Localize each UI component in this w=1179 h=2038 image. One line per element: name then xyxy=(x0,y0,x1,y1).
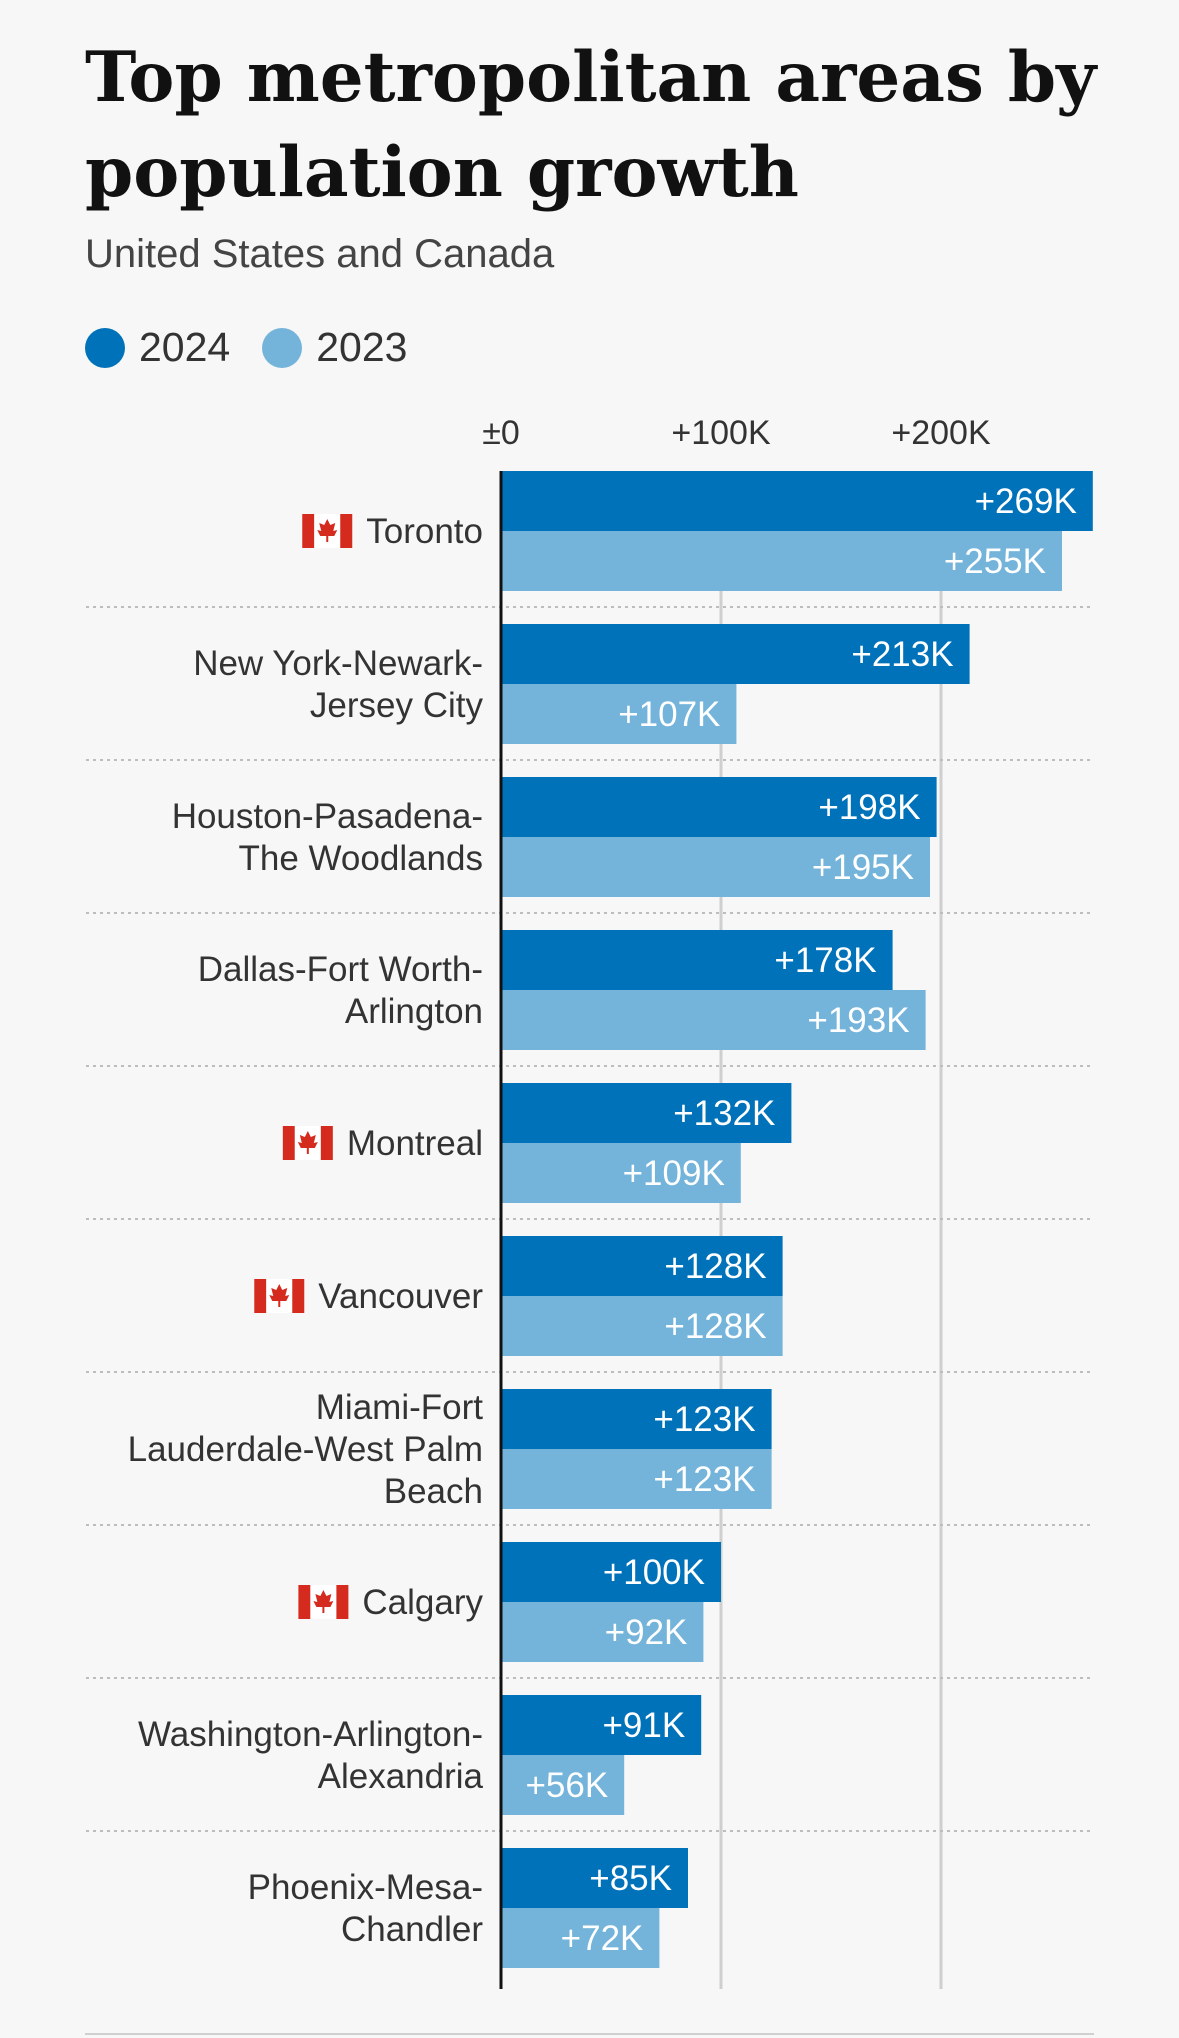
category-label: Chandler xyxy=(341,1910,483,1949)
bar-2023 xyxy=(501,990,926,1050)
bar-value-label: +128K xyxy=(664,1247,766,1286)
legend-swatch-2024 xyxy=(85,327,125,368)
category-label: Toronto xyxy=(366,512,483,551)
bar-2024 xyxy=(501,1695,702,1755)
bar-value-label: +56K xyxy=(525,1766,608,1805)
category-label: Jersey City xyxy=(310,686,484,725)
bar-2024 xyxy=(501,930,893,990)
bar-value-label: +213K xyxy=(851,635,953,674)
bar-value-label: +109K xyxy=(623,1154,725,1193)
bar-2023 xyxy=(501,531,1062,591)
bar-2023 xyxy=(501,1296,783,1356)
bar-2024 xyxy=(501,1236,783,1296)
bar-2024 xyxy=(501,1848,688,1908)
bar-2023 xyxy=(501,837,930,897)
category-label: Houston-Pasadena- xyxy=(172,797,483,836)
category-label: Phoenix-Mesa- xyxy=(248,1868,483,1907)
bar-2023 xyxy=(501,684,737,744)
bar-value-label: +72K xyxy=(561,1919,644,1958)
bar-2024 xyxy=(501,471,1093,531)
x-tick-label: +200K xyxy=(891,414,991,452)
bar-2023 xyxy=(501,1755,625,1815)
canada-flag-icon xyxy=(298,1585,349,1619)
bar-value-label: +92K xyxy=(605,1613,688,1652)
chart-title: Top metropolitan areas by population gro… xyxy=(85,37,1097,213)
category-label: Alexandria xyxy=(318,1757,484,1796)
bar-value-label: +85K xyxy=(589,1859,672,1898)
bar-2024 xyxy=(501,1542,721,1602)
bar-2024 xyxy=(501,777,937,837)
x-tick-label: ±0 xyxy=(482,414,520,452)
canada-flag-icon xyxy=(254,1279,305,1313)
bar-2024 xyxy=(501,1389,772,1449)
category-label: Montreal xyxy=(347,1124,483,1163)
bar-value-label: +128K xyxy=(664,1307,766,1346)
legend-item-2023: 2023 xyxy=(262,324,407,371)
legend-label-2023: 2023 xyxy=(316,324,408,370)
canada-flag-icon xyxy=(282,1126,333,1160)
legend-swatch-2023 xyxy=(262,327,303,368)
category-label: Dallas-Fort Worth- xyxy=(198,950,483,989)
category-label: Vancouver xyxy=(318,1277,483,1316)
legend-item-2024: 2024 xyxy=(85,324,230,371)
bar-value-label: +255K xyxy=(944,542,1046,581)
bar-value-label: +178K xyxy=(774,941,876,980)
category-label: Lauderdale-West Palm xyxy=(128,1430,483,1469)
chart-subtitle: United States and Canada xyxy=(85,232,555,276)
bottom-divider xyxy=(85,2033,1094,2035)
category-label: Washington-Arlington- xyxy=(138,1715,483,1754)
category-label: Arlington xyxy=(345,992,483,1031)
bar-2023 xyxy=(501,1602,704,1662)
bar-2023 xyxy=(501,1908,660,1968)
bar-value-label: +123K xyxy=(653,1460,755,1499)
category-label: The Woodlands xyxy=(238,839,483,878)
legend: 2024 2023 xyxy=(85,324,439,371)
category-label: Beach xyxy=(384,1472,483,1511)
bar-value-label: +107K xyxy=(618,695,720,734)
bar-value-label: +132K xyxy=(673,1094,775,1133)
bar-value-label: +123K xyxy=(653,1400,755,1439)
bar-2023 xyxy=(501,1449,772,1509)
bar-2024 xyxy=(501,1083,792,1143)
x-tick-label: +100K xyxy=(671,414,771,452)
bar-2024 xyxy=(501,624,970,684)
category-label: Miami-Fort xyxy=(316,1388,483,1427)
legend-label-2024: 2024 xyxy=(139,324,231,370)
category-label: Calgary xyxy=(362,1583,483,1622)
bar-value-label: +100K xyxy=(603,1553,705,1592)
bar-value-label: +269K xyxy=(975,482,1077,521)
category-label: New York-Newark- xyxy=(193,644,483,683)
bar-value-label: +198K xyxy=(818,788,920,827)
canada-flag-icon xyxy=(302,514,353,548)
bar-2023 xyxy=(501,1143,741,1203)
bar-value-label: +91K xyxy=(602,1706,685,1745)
bar-value-label: +195K xyxy=(812,848,914,887)
bar-value-label: +193K xyxy=(807,1001,909,1040)
